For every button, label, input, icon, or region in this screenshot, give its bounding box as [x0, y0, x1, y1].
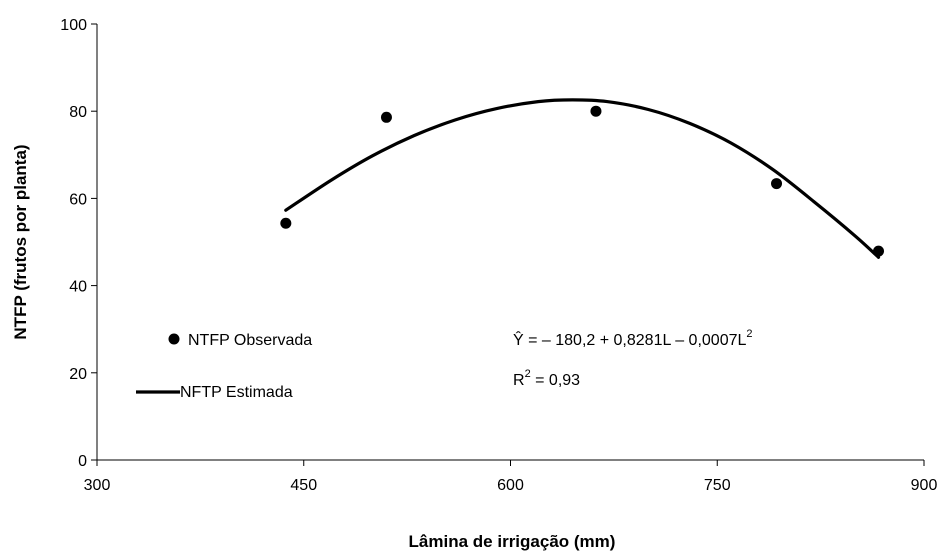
observed-point — [590, 105, 602, 117]
observed-point — [280, 217, 292, 229]
legend-label-observed: NTFP Observada — [188, 332, 312, 349]
x-tick-label: 750 — [704, 477, 731, 494]
x-tick-label: 300 — [84, 477, 111, 494]
legend-label-estimated: NFTP Estimada — [180, 384, 293, 401]
y-tick-label: 20 — [69, 366, 87, 383]
equation-yhat: Ŷ — [513, 330, 524, 349]
x-ticks: 300 450 600 750 900 — [84, 460, 938, 494]
y-tick-label: 0 — [78, 453, 87, 470]
x-tick-label: 900 — [911, 477, 938, 494]
r-squared-r: R — [513, 372, 525, 389]
r-squared-superscript: 2 — [525, 368, 531, 380]
observed-point — [380, 111, 392, 123]
legend: NTFP Observada NFTP Estimada — [136, 332, 312, 401]
fitted-curve — [284, 98, 881, 259]
x-axis-title: Lâmina de irrigação (mm) — [409, 532, 616, 551]
observed-point — [873, 245, 885, 257]
r-squared-body: = 0,93 — [531, 372, 580, 389]
r-squared-text: R2 = 0,93 — [513, 368, 580, 389]
y-tick-label: 40 — [69, 279, 87, 296]
regression-equation: Ŷ = – 180,2 + 0,8281L – 0,0007L2 R2 = 0,… — [513, 328, 753, 389]
legend-marker-observed — [168, 333, 180, 345]
equation-text: Ŷ = – 180,2 + 0,8281L – 0,0007L2 — [513, 328, 753, 349]
y-ticks: 0 20 40 60 80 100 — [60, 17, 97, 470]
y-tick-label: 100 — [60, 17, 87, 34]
x-tick-label: 450 — [290, 477, 317, 494]
y-axis-title: NTFP (frutos por planta) — [11, 144, 30, 339]
y-tick-label: 60 — [69, 191, 87, 208]
equation-superscript: 2 — [746, 328, 752, 340]
y-tick-label: 80 — [69, 104, 87, 121]
x-tick-label: 600 — [497, 477, 524, 494]
observed-point — [771, 178, 783, 190]
equation-body: = – 180,2 + 0,8281L – 0,0007L — [524, 332, 747, 349]
observed-points — [280, 105, 885, 257]
